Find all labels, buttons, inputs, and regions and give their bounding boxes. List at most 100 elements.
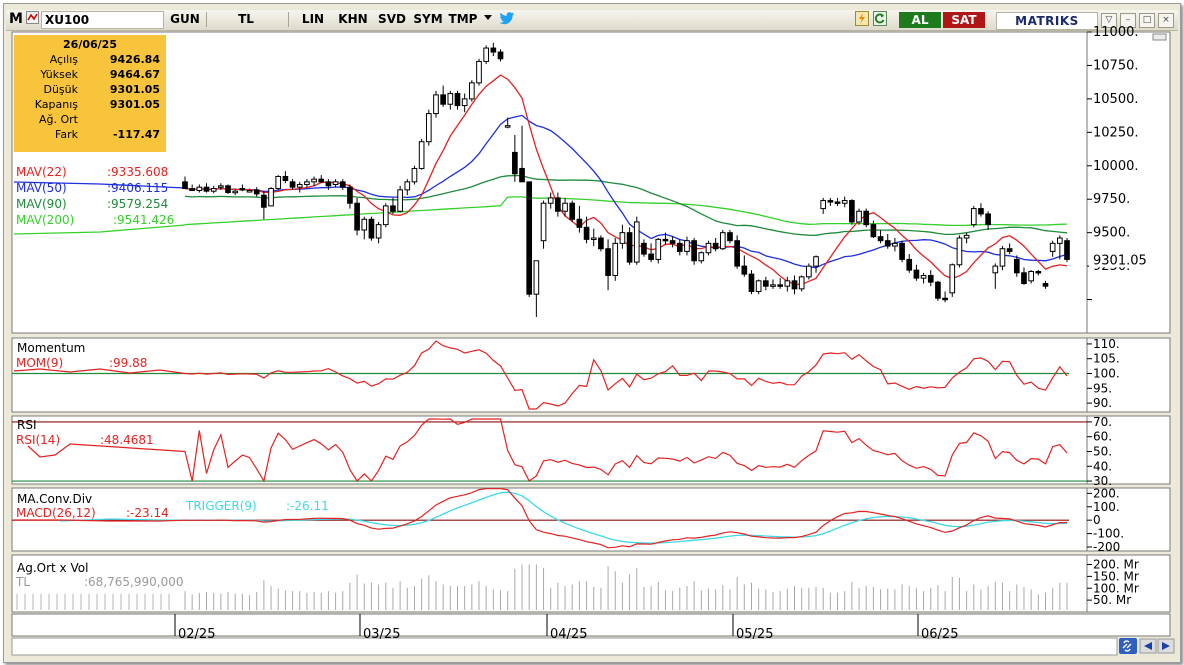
info-row-label: Kapanış	[34, 98, 78, 111]
brand-logo: MATRIKS	[996, 12, 1098, 30]
maximize-icon[interactable]: □	[1139, 13, 1155, 28]
candle-down	[390, 205, 396, 212]
candle-up	[218, 185, 224, 188]
dropdown-arrow-icon[interactable]	[481, 11, 495, 28]
candle-up	[999, 248, 1006, 267]
candle-down	[942, 297, 948, 301]
candle-up	[1049, 242, 1056, 252]
symbol-field[interactable]: XU100	[41, 11, 164, 29]
svd-button[interactable]: SVD	[378, 12, 406, 26]
link-icon[interactable]	[1119, 638, 1137, 654]
candle-up	[397, 189, 403, 212]
candle-up	[705, 242, 712, 254]
candle-up	[232, 190, 239, 194]
last-price-label: 9301.05	[1093, 253, 1147, 268]
period-button[interactable]: GUN	[170, 12, 200, 26]
candle-up	[418, 141, 425, 169]
candle-down	[791, 280, 798, 290]
price-tick-label: 10500.	[1093, 92, 1139, 107]
price-panel[interactable]	[13, 42, 1070, 317]
indicator-tick-label: 100.	[1093, 367, 1120, 381]
last-price-tag	[1089, 250, 1157, 268]
trigger-line	[59, 491, 1068, 544]
candle-down	[935, 281, 941, 299]
candle-up	[719, 232, 726, 250]
candle-up	[813, 256, 819, 267]
minimize-icon[interactable]: –	[1120, 13, 1136, 28]
tmp-button[interactable]: TMP	[448, 12, 478, 26]
candle-down	[598, 237, 604, 250]
candle-down	[1035, 270, 1042, 274]
candle-up	[612, 242, 619, 276]
candle-up	[296, 184, 303, 188]
macd-line	[14, 488, 1068, 549]
chart-toolbar: M XU100 GUN TL LIN KHN SVD SYM TMP AL SA…	[6, 10, 1178, 31]
candle-down	[626, 232, 633, 263]
candle-down	[748, 273, 755, 293]
indicator-tick-label: 105.	[1093, 352, 1120, 366]
macd-title: MA.Conv.Div	[17, 492, 93, 506]
candle-down	[834, 201, 841, 204]
candle-up	[963, 234, 970, 239]
info-row: Fark -117.47	[14, 128, 166, 143]
twitter-icon[interactable]	[498, 11, 516, 28]
dropdown-icon[interactable]: ▽	[1101, 13, 1117, 28]
indicator-tick-label: -200	[1093, 540, 1120, 554]
candle-up	[332, 181, 339, 186]
panel-collapse-button	[1152, 33, 1167, 41]
candle-up	[433, 94, 439, 115]
lightning-icon[interactable]	[854, 11, 870, 28]
refresh-icon[interactable]	[872, 11, 888, 28]
candle-up	[361, 218, 368, 231]
candle-up	[196, 186, 203, 192]
scroll-left-icon[interactable]	[1139, 638, 1157, 654]
close-icon[interactable]: ×	[1158, 13, 1174, 28]
candle-up	[770, 284, 776, 287]
info-row: Ağ. Ort	[14, 113, 166, 128]
sym-button[interactable]: SYM	[413, 12, 443, 26]
candle-up	[375, 224, 382, 239]
indicator-tick-label: 40.	[1093, 459, 1112, 473]
khn-button[interactable]: KHN	[338, 12, 368, 26]
info-row-label: Fark	[55, 128, 78, 141]
buy-button[interactable]: AL	[899, 12, 941, 28]
scale-button[interactable]: LIN	[301, 12, 325, 26]
candle-down	[1042, 283, 1049, 287]
mav200-line	[184, 196, 1068, 227]
app-logo-button[interactable]: M	[9, 11, 23, 27]
mav200-label: MAV(200) :9541.426	[16, 213, 175, 227]
indicator-tick-label: 100.	[1093, 500, 1120, 514]
candle-down	[497, 51, 504, 60]
candle-down	[576, 218, 583, 228]
currency-button[interactable]: TL	[238, 12, 254, 26]
scroll-right-icon[interactable]	[1157, 638, 1175, 654]
mav50-line-head	[13, 181, 186, 189]
candle-up	[382, 205, 389, 226]
info-date: 26/06/25	[63, 38, 117, 51]
volume-label: TL :68,765,990,000	[16, 575, 184, 589]
info-row-value: 9464.67	[109, 68, 160, 81]
candle-down	[877, 236, 884, 242]
candle-up	[246, 190, 253, 193]
candle-down	[641, 242, 647, 255]
candle-down	[899, 242, 905, 260]
candle-down	[512, 151, 518, 175]
candle-up	[411, 167, 418, 183]
indicator-tick-label: 100. Mr	[1093, 581, 1139, 595]
candle-up	[504, 125, 511, 128]
candle-up	[404, 181, 411, 191]
panel-4	[11, 554, 1171, 613]
separator	[288, 12, 289, 27]
candle-down	[454, 93, 461, 107]
candle-down	[490, 47, 497, 53]
candle-up	[590, 237, 597, 241]
sell-button[interactable]: SAT	[943, 12, 985, 28]
indicator-tick-label: 30.	[1093, 474, 1112, 488]
candle-down	[978, 208, 984, 215]
mav50-label: MAV(50) :9406.115	[16, 181, 169, 195]
macd-label: MACD(26,12) :-23.14	[16, 506, 169, 520]
mav200-line-head	[13, 224, 186, 235]
candle-up	[856, 210, 862, 223]
